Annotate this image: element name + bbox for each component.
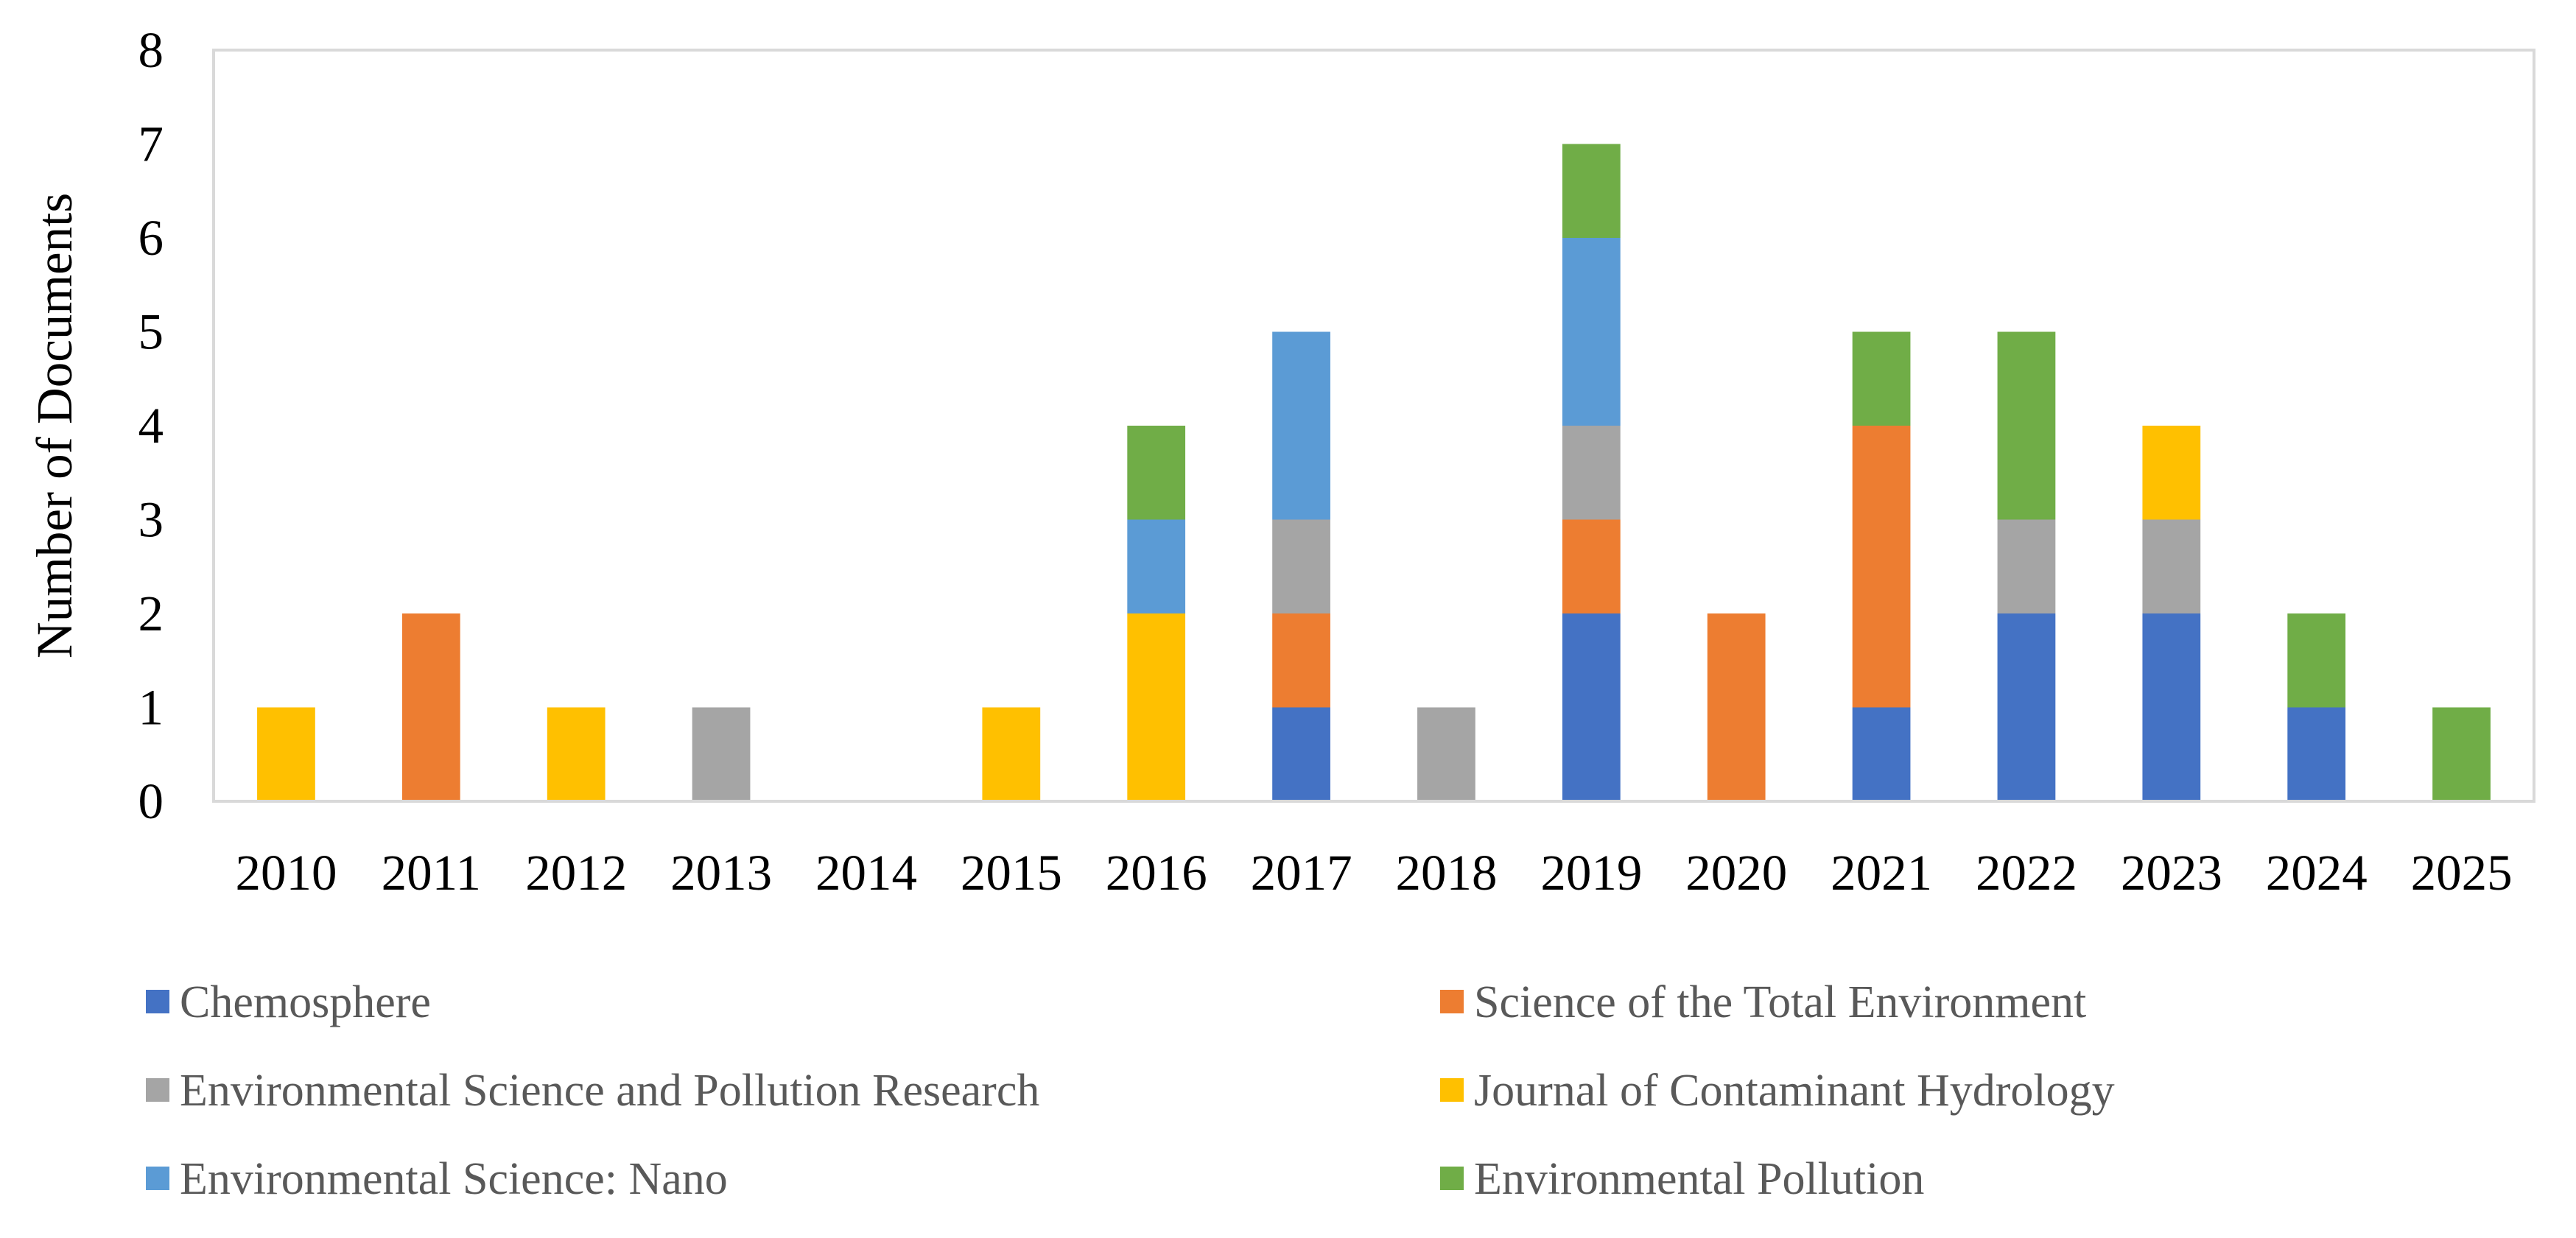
y-tick-label-3: 3	[138, 492, 164, 548]
bar-2022-series-2	[1997, 519, 2056, 613]
y-tick-label-6: 6	[138, 210, 164, 266]
bar-2017-series-1	[1272, 613, 1330, 708]
bar-2018-series-2	[1417, 707, 1475, 801]
bar-2017-series-0	[1272, 707, 1330, 801]
x-tick-label-2016: 2016	[1106, 845, 1207, 901]
x-tick-label-2025: 2025	[2411, 845, 2513, 901]
bar-2016-series-3	[1127, 613, 1186, 801]
bar-2022-series-5	[1997, 331, 2056, 520]
bar-2015-series-3	[982, 707, 1041, 801]
x-tick-label-2013: 2013	[670, 845, 772, 901]
bar-2013-series-2	[692, 707, 751, 801]
y-axis-tick-labels: 0 1 2 3 4 5 6 7 8	[138, 22, 164, 829]
x-tick-label-2014: 2014	[815, 845, 917, 901]
bar-2019-series-4	[1562, 238, 1621, 426]
y-tick-label-5: 5	[138, 304, 164, 360]
bars-group	[257, 144, 2491, 801]
bar-2021-series-5	[1852, 331, 1911, 426]
y-tick-label-4: 4	[138, 398, 164, 454]
x-tick-label-2023: 2023	[2121, 845, 2222, 901]
bar-2017-series-2	[1272, 519, 1330, 613]
bar-2016-series-4	[1127, 519, 1186, 613]
x-tick-label-2010: 2010	[235, 845, 337, 901]
x-tick-label-2015: 2015	[961, 845, 1062, 901]
legend-label-4: Environmental Science: Nano	[180, 1154, 728, 1204]
y-tick-label-0: 0	[138, 773, 164, 829]
bar-2019-series-2	[1562, 426, 1621, 520]
plot-area	[212, 49, 2535, 803]
legend-swatch-0	[146, 990, 169, 1013]
x-tick-label-2012: 2012	[525, 845, 627, 901]
y-tick-label-1: 1	[138, 680, 164, 736]
bar-2022-series-0	[1997, 613, 2056, 801]
bar-2019-series-5	[1562, 144, 1621, 238]
legend-label-3: Journal of Contaminant Hydrology	[1474, 1066, 2115, 1116]
bar-2025-series-5	[2432, 707, 2491, 801]
bar-2023-series-0	[2142, 613, 2201, 801]
legend-label-2: Environmental Science and Pollution Rese…	[180, 1066, 1039, 1116]
bar-2020-series-1	[1707, 613, 1766, 801]
x-tick-label-2024: 2024	[2266, 845, 2368, 901]
bar-2019-series-1	[1562, 519, 1621, 613]
x-axis-tick-labels: 2010 2011 2012 2013 2014 2015 2016 2017 2018 2019…	[235, 845, 2512, 901]
x-tick-label-2021: 2021	[1831, 845, 1932, 901]
x-tick-label-2011: 2011	[382, 845, 481, 901]
y-tick-label-2: 2	[138, 585, 164, 641]
bar-2010-series-3	[257, 707, 315, 801]
bar-2017-series-4	[1272, 331, 1330, 520]
bar-2011-series-1	[401, 613, 460, 801]
legend-swatch-4	[146, 1167, 169, 1190]
legend-label-1: Science of the Total Environment	[1474, 977, 2086, 1027]
bar-2024-series-5	[2287, 613, 2346, 708]
x-tick-label-2019: 2019	[1540, 845, 1642, 901]
bar-2019-series-0	[1562, 613, 1621, 801]
x-tick-label-2017: 2017	[1251, 845, 1352, 901]
x-tick-label-2018: 2018	[1395, 845, 1497, 901]
x-tick-label-2020: 2020	[1685, 845, 1787, 901]
bar-2023-series-3	[2142, 426, 2201, 520]
bar-2021-series-1	[1852, 426, 1911, 708]
y-tick-label-7: 7	[138, 116, 164, 172]
legend-swatch-5	[1440, 1167, 1464, 1190]
legend-label-5: Environmental Pollution	[1474, 1154, 1924, 1204]
legend-swatch-3	[1440, 1078, 1464, 1102]
x-tick-label-2022: 2022	[1976, 845, 2077, 901]
y-axis-title: Number of Documents	[27, 193, 83, 658]
legend-swatch-1	[1440, 990, 1464, 1013]
bar-2016-series-5	[1127, 426, 1186, 520]
legend-label-0: Chemosphere	[180, 977, 431, 1027]
bar-2021-series-0	[1852, 707, 1911, 801]
legend: Chemosphere Science of the Total Environm…	[146, 977, 2115, 1204]
bar-2024-series-0	[2287, 707, 2346, 801]
legend-swatch-2	[146, 1078, 169, 1102]
bar-2012-series-3	[547, 707, 606, 801]
y-tick-label-8: 8	[138, 22, 164, 78]
bar-2023-series-2	[2142, 519, 2201, 613]
